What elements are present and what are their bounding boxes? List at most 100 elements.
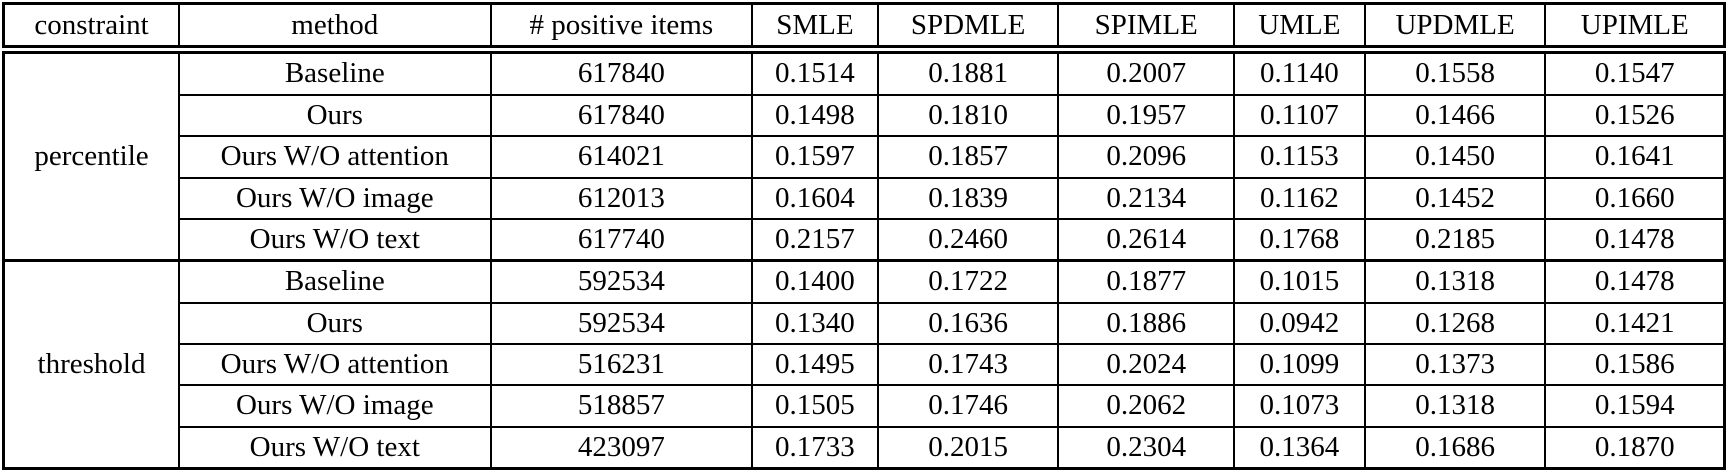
table-row: Ours W/O attention 614021 0.1597 0.1857 0.20… (4, 135, 1726, 179)
metric-cell-spimle: 0.2134 (1057, 176, 1235, 220)
method-cell: Ours W/O attention (178, 342, 492, 387)
metric-cell-spimle: 0.2007 (1057, 48, 1235, 96)
metric-cell-spdmle: 0.2015 (876, 425, 1060, 470)
metric-cell-spdmle: 0.1857 (876, 135, 1060, 179)
positive-items-cell: 592534 (489, 259, 754, 304)
metric-cell-umle: 0.1162 (1232, 176, 1366, 220)
method-cell: Ours W/O text (178, 425, 492, 470)
metric-cell-upimle: 0.1641 (1544, 135, 1726, 179)
metric-cell-umle: 0.1015 (1232, 259, 1366, 304)
metric-cell-smle: 0.1604 (751, 176, 879, 220)
metric-cell-spdmle: 0.2460 (876, 217, 1060, 262)
method-cell: Ours W/O text (178, 217, 492, 262)
positive-items-cell: 614021 (489, 135, 754, 179)
metric-cell-updmle: 0.1373 (1363, 342, 1547, 387)
metric-cell-spimle: 0.1886 (1057, 301, 1235, 345)
metric-cell-updmle: 0.1466 (1363, 93, 1547, 138)
metric-cell-smle: 0.1514 (751, 48, 879, 96)
constraint-cell-percentile: percentile (2, 48, 181, 262)
positive-items-cell: 617740 (489, 217, 754, 262)
positive-items-cell: 516231 (489, 342, 754, 387)
metric-cell-upimle: 0.1594 (1544, 384, 1726, 428)
metric-cell-spdmle: 0.1636 (876, 301, 1060, 345)
metric-cell-spimle: 0.2096 (1057, 135, 1235, 179)
column-header-spimle: SPIMLE (1057, 2, 1235, 54)
metric-cell-spimle: 0.2062 (1057, 384, 1235, 428)
metric-cell-updmle: 0.1558 (1363, 48, 1547, 96)
metric-cell-umle: 0.1140 (1232, 48, 1366, 96)
metric-cell-updmle: 0.1452 (1363, 176, 1547, 220)
method-cell: Baseline (178, 48, 492, 96)
metric-cell-updmle: 0.1318 (1363, 259, 1547, 304)
table-row: Ours 617840 0.1498 0.1810 0.1957 0.1107 0.1466… (4, 93, 1726, 138)
metric-cell-smle: 0.1505 (751, 384, 879, 428)
positive-items-cell: 612013 (489, 176, 754, 220)
metric-cell-umle: 0.1107 (1232, 93, 1366, 138)
metric-cell-smle: 0.1597 (751, 135, 879, 179)
positive-items-cell: 617840 (489, 48, 754, 96)
metric-cell-spdmle: 0.1881 (876, 48, 1060, 96)
metric-cell-smle: 0.1498 (751, 93, 879, 138)
metric-cell-updmle: 0.1450 (1363, 135, 1547, 179)
table-header: constraint method # positive items SMLE SPDM… (2, 2, 1726, 54)
method-cell: Ours W/O image (178, 176, 492, 220)
positive-items-cell: 592534 (489, 301, 754, 345)
column-header-umle: UMLE (1232, 2, 1366, 54)
method-cell: Ours W/O attention (178, 135, 492, 179)
metric-cell-spimle: 0.2614 (1057, 217, 1235, 262)
column-header-upimle: UPIMLE (1544, 2, 1726, 54)
metric-cell-smle: 0.1340 (751, 301, 879, 345)
positive-items-cell: 617840 (489, 93, 754, 138)
table-row: Ours W/O text 617740 0.2157 0.2460 0.2614 0.1… (4, 217, 1726, 262)
table-row: Ours W/O image 518857 0.1505 0.1746 0.2062 0.… (4, 384, 1726, 428)
metric-cell-upimle: 0.1660 (1544, 176, 1726, 220)
metric-cell-umle: 0.0942 (1232, 301, 1366, 345)
metric-cell-updmle: 0.1686 (1363, 425, 1547, 470)
metric-cell-umle: 0.1768 (1232, 217, 1366, 262)
column-header-method: method (178, 2, 492, 54)
constraint-cell-threshold: threshold (2, 259, 181, 470)
positive-items-cell: 518857 (489, 384, 754, 428)
metric-cell-spimle: 0.2024 (1057, 342, 1235, 387)
metric-cell-upimle: 0.1478 (1544, 217, 1726, 262)
column-header-constraint: constraint (2, 2, 181, 54)
metric-cell-smle: 0.1400 (751, 259, 879, 304)
metric-cell-spimle: 0.2304 (1057, 425, 1235, 470)
metric-cell-upimle: 0.1870 (1544, 425, 1726, 470)
metric-cell-spimle: 0.1957 (1057, 93, 1235, 138)
metric-cell-umle: 0.1153 (1232, 135, 1366, 179)
column-header-spdmle: SPDMLE (876, 2, 1060, 54)
metric-cell-upimle: 0.1421 (1544, 301, 1726, 345)
table-row: percentile Baseline 617840 0.1514 0.1881 0.20… (2, 48, 1726, 262)
metric-cell-spimle: 0.1877 (1057, 259, 1235, 304)
table-body: percentile Baseline 617840 0.1514 0.1881 0.20… (2, 48, 1726, 470)
metric-cell-spdmle: 0.1746 (876, 384, 1060, 428)
metric-cell-spdmle: 0.1810 (876, 93, 1060, 138)
metric-cell-spdmle: 0.1722 (876, 259, 1060, 304)
table-row: Ours 592534 0.1340 0.1636 0.1886 0.0942 0.1268… (4, 301, 1726, 345)
metric-cell-smle: 0.1495 (751, 342, 879, 387)
metric-cell-umle: 0.1099 (1232, 342, 1366, 387)
metric-cell-updmle: 0.1268 (1363, 301, 1547, 345)
table-row: Ours W/O image 612013 0.1604 0.1839 0.2134 0.… (4, 176, 1726, 220)
table-row: Ours W/O text 423097 0.1733 0.2015 0.2304 0.1… (4, 425, 1726, 470)
metric-cell-umle: 0.1073 (1232, 384, 1366, 428)
positive-items-cell: 423097 (489, 425, 754, 470)
table-row: Ours W/O attention 516231 0.1495 0.1743 0.20… (4, 342, 1726, 387)
column-header-updmle: UPDMLE (1363, 2, 1547, 54)
header-row: constraint method # positive items SMLE SPDM… (2, 2, 1726, 54)
metric-cell-upimle: 0.1586 (1544, 342, 1726, 387)
method-cell: Ours (178, 93, 492, 138)
metric-cell-upimle: 0.1526 (1544, 93, 1726, 138)
column-header-smle: SMLE (751, 2, 879, 54)
metric-cell-upimle: 0.1478 (1544, 259, 1726, 304)
column-header-positive-items: # positive items (489, 2, 754, 54)
metric-cell-updmle: 0.2185 (1363, 217, 1547, 262)
metric-cell-umle: 0.1364 (1232, 425, 1366, 470)
metric-cell-spdmle: 0.1839 (876, 176, 1060, 220)
metric-cell-updmle: 0.1318 (1363, 384, 1547, 428)
method-cell: Baseline (178, 259, 492, 304)
metric-cell-spdmle: 0.1743 (876, 342, 1060, 387)
